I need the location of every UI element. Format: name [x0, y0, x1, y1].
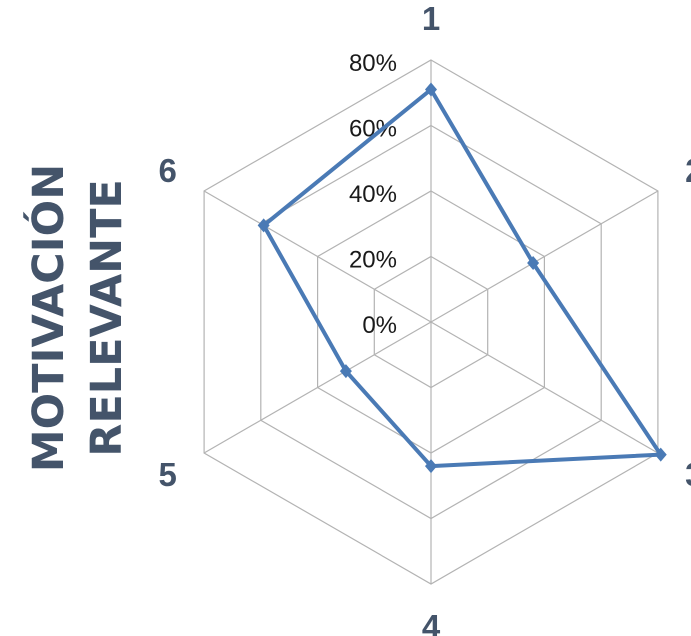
radial-tick-label: 40% [349, 181, 397, 208]
data-point-2 [527, 256, 540, 271]
category-label-5: 5 [159, 456, 177, 493]
radial-tick-labels: 0%20%40%60%80% [349, 50, 397, 339]
data-point-6 [257, 218, 270, 233]
data-point-3 [654, 447, 667, 462]
category-label-1: 1 [422, 0, 440, 37]
category-label-3: 3 [685, 456, 691, 493]
category-label-6: 6 [159, 152, 177, 189]
spoke-5 [203, 321, 432, 454]
data-point-4 [425, 459, 437, 474]
radial-tick-label: 20% [349, 247, 397, 274]
radar-spokes [203, 60, 659, 584]
radial-tick-label: 0% [362, 312, 397, 339]
data-point-5 [339, 364, 352, 379]
series-layer [257, 82, 667, 474]
category-labels: 1 2 3 4 5 6 [159, 0, 691, 636]
data-point-1 [425, 82, 437, 97]
radial-tick-label: 80% [349, 50, 397, 77]
spoke-2 [430, 190, 659, 323]
category-label-2: 2 [685, 152, 691, 189]
spoke-6 [203, 190, 432, 323]
category-label-4: 4 [422, 608, 441, 636]
spoke-3 [430, 321, 659, 454]
